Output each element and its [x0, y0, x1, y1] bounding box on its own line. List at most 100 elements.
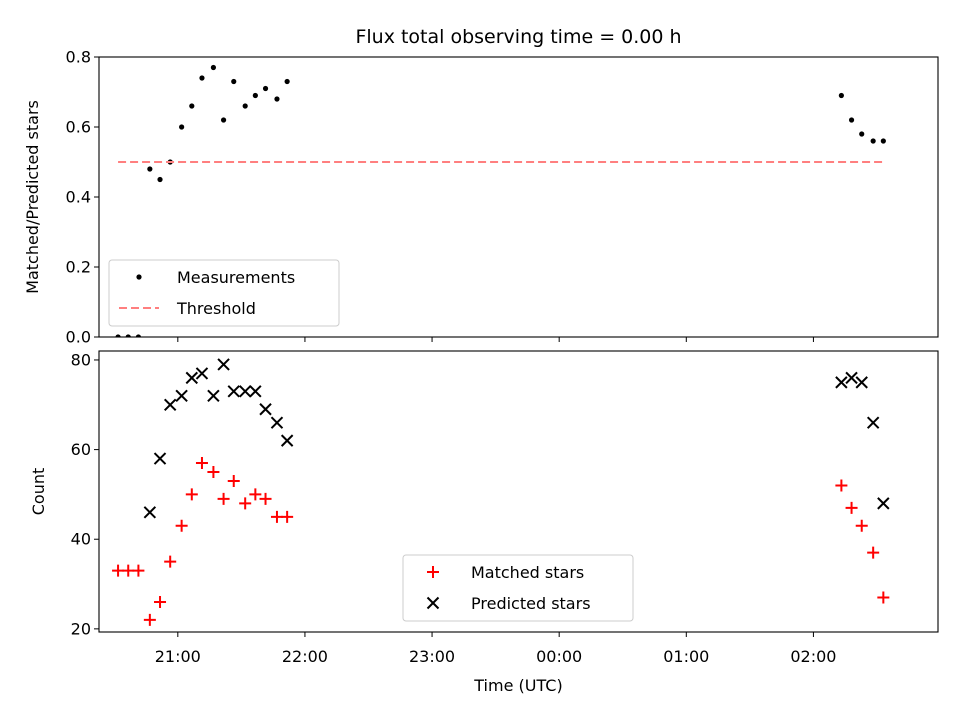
measurements-point [125, 334, 131, 337]
threshold-legend-label: Threshold [176, 299, 256, 318]
predicted-stars-point [163, 398, 177, 411]
matched-stars-point [270, 510, 283, 523]
matched-stars-point [164, 555, 177, 568]
ratio-axes-frame [98, 56, 939, 338]
predicted-stars-point [855, 376, 868, 389]
measurements-legend-label: Measurements [177, 268, 295, 287]
x-tick-label: 02:00 [790, 647, 836, 666]
count-axes-frame [98, 350, 939, 633]
matched-stars-point [855, 519, 868, 532]
measurements-point [179, 124, 185, 130]
predicted-stars-point [175, 389, 188, 403]
measurements-point [147, 166, 153, 172]
count-ytick-label: 80 [71, 350, 91, 369]
measurements-point [242, 103, 248, 109]
predicted-stars-point [227, 385, 240, 398]
ratio-legend: Measurements Threshold [108, 259, 340, 327]
x-tick-label: 22:00 [282, 647, 328, 666]
predicted-stars-point [185, 371, 199, 385]
predicted-stars-legend-label: Predicted stars [471, 594, 591, 613]
predicted-stars-point [259, 403, 272, 416]
matched-stars-point [154, 595, 167, 608]
matched-stars-point [143, 613, 156, 626]
ratio-legend-frame [108, 259, 340, 327]
ratio-ytick-label: 0.6 [66, 118, 91, 137]
matched-stars-point [281, 510, 294, 523]
ratio-data [115, 64, 886, 337]
measurements-point [115, 334, 121, 337]
count-y-axis-label: Count [29, 468, 48, 516]
measurements-point [848, 117, 855, 123]
ratio-ytick-label: 0.4 [66, 188, 91, 207]
predicted-stars-point [877, 497, 890, 510]
matched-stars-point [175, 519, 188, 532]
matched-stars-point [845, 501, 858, 514]
measurements-point [189, 103, 195, 109]
matched-stars-legend-label: Matched stars [471, 563, 584, 582]
predicted-stars-point [238, 385, 252, 398]
matched-stars-point [259, 492, 272, 505]
matched-stars-point [867, 546, 880, 559]
measurements-point [220, 117, 227, 123]
predicted-stars-point [249, 385, 262, 398]
matched-stars-point [122, 564, 135, 577]
x-tick-label: 01:00 [663, 647, 709, 666]
predicted-stars-point [270, 416, 284, 429]
predicted-stars-point [153, 452, 167, 465]
count-ytick-label: 40 [71, 530, 91, 549]
plot-layer: 0.0 0.2 0.4 0.6 0.8 Matched/Predicted stars Me… [23, 48, 939, 666]
matched-stars-point [195, 457, 208, 470]
predicted-stars-point [835, 376, 848, 389]
predicted-stars-point [217, 358, 230, 371]
ratio-ytick-label: 0.2 [66, 258, 91, 277]
count-ytick-label: 20 [71, 619, 91, 638]
matched-stars-point [877, 591, 890, 604]
measurements-point [880, 138, 886, 144]
predicted-stars-point [207, 389, 220, 403]
count-ytick-label: 60 [71, 440, 91, 459]
matched-stars-point [227, 474, 240, 487]
count-legend: Matched stars Predicted stars [402, 554, 634, 622]
predicted-stars-legend-marker [426, 596, 440, 610]
measurements-legend-marker [136, 274, 142, 280]
measurements-point [135, 334, 142, 337]
ratio-panel: 0.0 0.2 0.4 0.6 0.8 Matched/Predicted stars Me… [23, 48, 939, 347]
measurements-point [284, 78, 290, 85]
matched-stars-legend-marker [427, 566, 439, 578]
x-tick-label: 00:00 [536, 647, 582, 666]
matched-stars-point [835, 479, 848, 492]
measurements-point [252, 92, 258, 99]
measurements-point [157, 176, 163, 183]
count-panel: 20 40 60 80 21:00 22:00 23:00 00:00 01:00 02:00 Co… [29, 350, 939, 666]
ratio-ytick-label: 0.0 [66, 328, 91, 347]
ratio-ytick-label: 0.8 [66, 48, 91, 67]
predicted-stars-point [845, 371, 858, 385]
measurements-point [199, 75, 205, 81]
measurements-point [870, 138, 876, 144]
measurements-point [274, 96, 280, 102]
measurements-point [231, 78, 237, 85]
measurements-point [262, 85, 269, 92]
x-tick-label: 21:00 [155, 647, 201, 666]
matched-stars-point [217, 492, 230, 505]
matched-stars-point [185, 488, 198, 501]
predicted-stars-point [866, 416, 880, 429]
matched-stars-point [112, 564, 125, 577]
matched-stars-point [239, 497, 252, 510]
x-tick-label: 23:00 [409, 647, 455, 666]
predicted-stars-point [195, 367, 209, 380]
measurements-point [210, 64, 217, 71]
predicted-stars-point [280, 434, 294, 447]
measurements-point [838, 92, 844, 99]
x-axis-label: Time (UTC) [473, 676, 562, 695]
matched-stars-point [207, 466, 220, 479]
chart-title: Flux total observing time = 0.00 h [355, 26, 681, 48]
ratio-y-axis-label: Matched/Predicted stars [23, 100, 42, 294]
count-data [112, 358, 890, 626]
count-legend-frame [402, 554, 634, 622]
measurements-point [859, 131, 865, 137]
matched-stars-point [132, 564, 145, 577]
predicted-stars-point [143, 506, 157, 519]
matched-stars-point [249, 488, 262, 501]
